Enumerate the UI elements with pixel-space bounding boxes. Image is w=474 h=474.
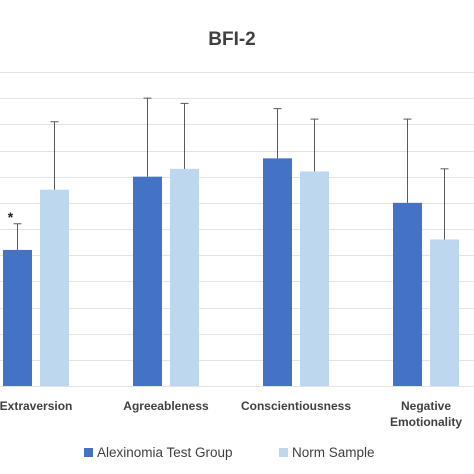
legend-swatch	[279, 448, 288, 457]
bars	[3, 158, 459, 386]
legend-item: Alexinomia Test Group	[84, 445, 233, 460]
category-label: Negative Emotionality	[390, 399, 462, 429]
chart-title: BFI-2	[208, 29, 256, 50]
category-label: Extraversion	[0, 399, 72, 413]
bar-norm-sample	[40, 189, 69, 386]
error-bar	[143, 97, 152, 177]
legend-item: Norm Sample	[279, 445, 375, 460]
error-bar	[403, 118, 412, 203]
bar-norm-sample	[300, 171, 329, 386]
error-bars: *	[8, 97, 449, 250]
error-bar	[180, 102, 189, 169]
category-label: Conscientiousness	[241, 399, 351, 413]
error-bar	[50, 121, 59, 190]
bar-norm-sample	[430, 239, 459, 386]
error-bar	[273, 108, 282, 159]
legend-swatch	[84, 448, 93, 457]
bar-test-group	[133, 176, 162, 386]
significance-marker: *	[8, 209, 14, 225]
legend: Alexinomia Test Group Norm Sample	[84, 445, 375, 460]
error-bar	[440, 168, 449, 240]
legend-label: Norm Sample	[292, 445, 375, 460]
error-bar	[13, 223, 22, 250]
bar-test-group	[3, 249, 32, 386]
legend-label: Alexinomia Test Group	[97, 445, 233, 460]
category-labels: Extraversion Agreeableness Conscientiousne…	[0, 399, 462, 429]
bar-test-group	[263, 158, 292, 386]
bar-norm-sample	[170, 168, 199, 386]
error-bar	[310, 118, 319, 172]
bar-test-group	[393, 202, 422, 386]
category-label: Agreeableness	[123, 399, 209, 413]
